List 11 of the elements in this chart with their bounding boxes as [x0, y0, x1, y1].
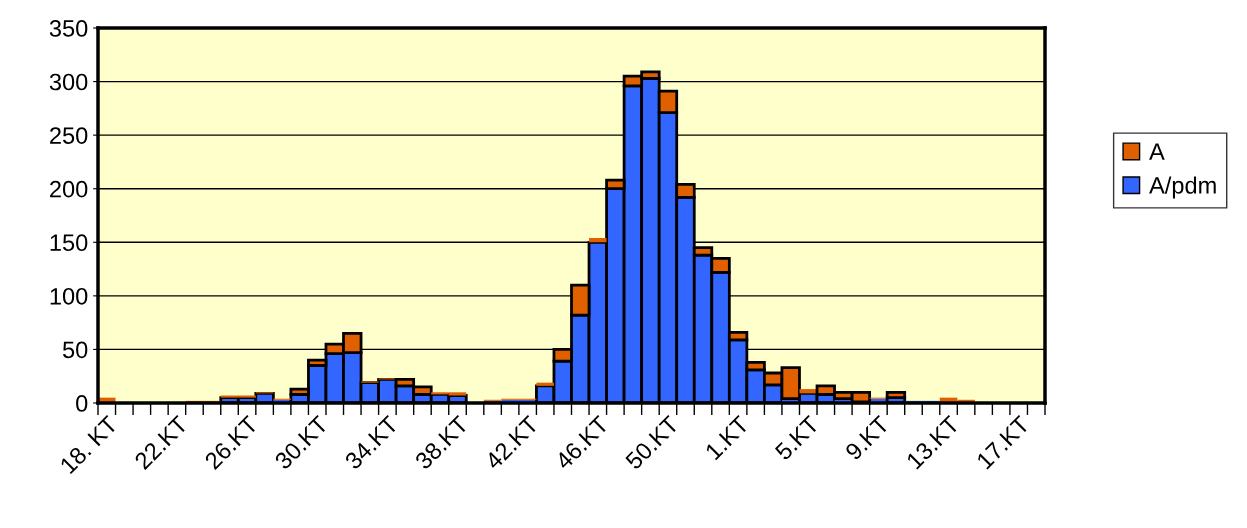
x-tick-label: 18. KT	[59, 414, 119, 475]
legend-label: A/pdm	[1149, 176, 1216, 199]
y-tick-label: 250	[50, 127, 88, 144]
y-tick-label: 200	[50, 180, 88, 198]
y-tick-label: 100	[50, 287, 88, 305]
y-tick-label: 0	[76, 395, 88, 412]
y-tick-label: 50	[62, 341, 88, 359]
y-tick-label: 150	[50, 234, 88, 252]
legend-label: A	[1149, 143, 1165, 160]
y-tick-label: 300	[49, 73, 88, 91]
y-tick-label: 350	[49, 20, 88, 37]
